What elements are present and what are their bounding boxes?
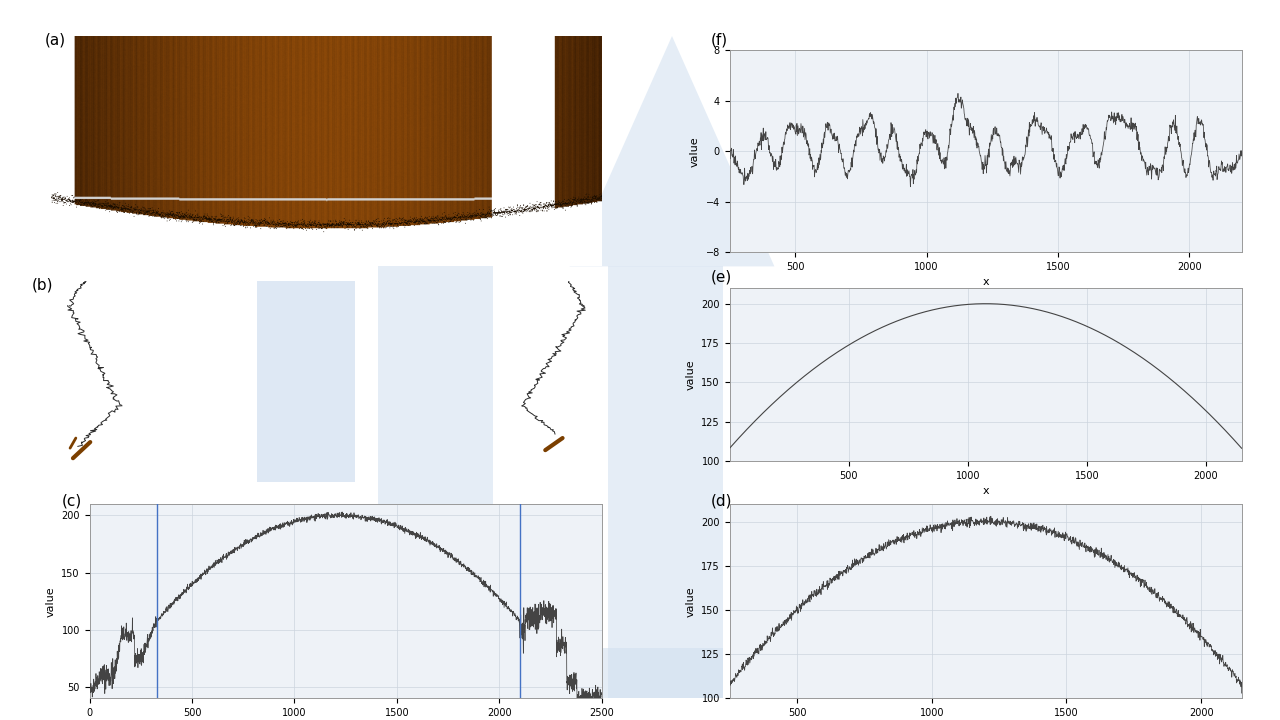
X-axis label: x: x (982, 277, 989, 287)
Y-axis label: value: value (686, 586, 696, 616)
Y-axis label: value: value (46, 586, 56, 616)
Text: (f): (f) (710, 32, 727, 48)
Text: (e): (e) (710, 270, 732, 285)
FancyBboxPatch shape (257, 281, 356, 482)
Text: (b): (b) (32, 277, 54, 292)
Text: (a): (a) (45, 32, 67, 48)
X-axis label: x: x (982, 486, 989, 496)
Y-axis label: value: value (686, 359, 696, 390)
Y-axis label: value: value (690, 136, 700, 166)
Text: (c): (c) (61, 493, 82, 508)
Text: (d): (d) (710, 493, 732, 508)
